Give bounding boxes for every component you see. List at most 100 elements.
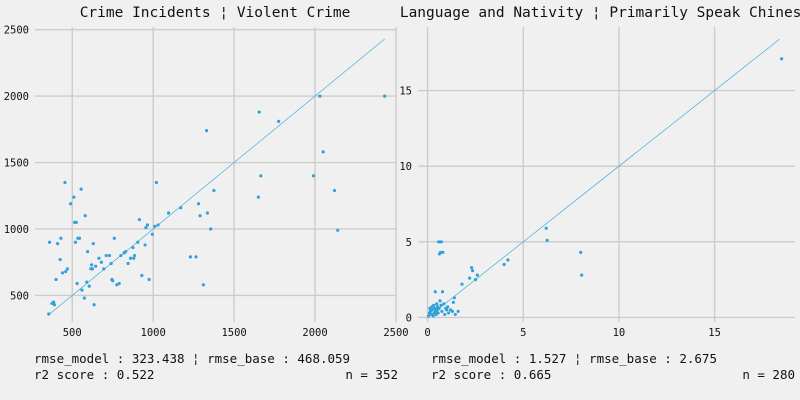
scatter-point bbox=[58, 257, 62, 262]
scatter-point bbox=[115, 283, 119, 287]
rmse-stats: rmse_model : 1.527 ¦ rmse_base : 2.675 bbox=[431, 351, 717, 366]
scatter-point bbox=[204, 129, 209, 133]
scatter-point bbox=[450, 309, 455, 314]
scatter-point bbox=[336, 228, 340, 232]
scatter-point bbox=[209, 227, 213, 231]
scatter-point bbox=[72, 195, 76, 199]
y-tick-label: 2000 bbox=[4, 91, 29, 103]
reference-line bbox=[427, 38, 780, 318]
scatter-point bbox=[436, 311, 440, 315]
scatter-point bbox=[432, 303, 436, 307]
scatter-point bbox=[440, 290, 445, 294]
y-tick-label: 10 bbox=[399, 161, 412, 173]
x-tick-label: 1500 bbox=[221, 327, 246, 339]
scatter-point bbox=[437, 240, 441, 244]
scatter-point bbox=[63, 180, 67, 185]
scatter-point bbox=[132, 256, 136, 260]
scatter-point bbox=[82, 296, 86, 300]
x-tick-label: 5 bbox=[520, 327, 526, 339]
scatter-point bbox=[104, 253, 108, 258]
scatter-point bbox=[205, 211, 210, 215]
scatter-point bbox=[119, 253, 123, 258]
scatter-point bbox=[438, 299, 442, 303]
scatter-point bbox=[256, 195, 260, 199]
scatter-point bbox=[109, 261, 113, 266]
scatter-point bbox=[506, 258, 510, 262]
scatter-point bbox=[453, 312, 457, 317]
scatter-point bbox=[460, 282, 464, 286]
scatter-point bbox=[137, 218, 142, 222]
scatter-point bbox=[179, 206, 183, 210]
scatter-point bbox=[60, 271, 65, 275]
scatter-point bbox=[579, 250, 583, 255]
x-tick-label: 15 bbox=[708, 327, 721, 339]
scatter-point bbox=[124, 249, 128, 254]
scatter-point bbox=[90, 267, 95, 271]
scatter-point bbox=[77, 236, 82, 240]
scatter-point bbox=[439, 303, 443, 307]
scatter-point bbox=[90, 263, 94, 267]
scatter-point bbox=[131, 245, 135, 250]
scatter-point bbox=[107, 253, 112, 258]
scatter-point bbox=[47, 240, 52, 244]
scatter-point bbox=[318, 94, 322, 98]
scatter-point bbox=[166, 211, 171, 215]
scatter-point bbox=[198, 214, 202, 218]
scatter-point bbox=[91, 241, 95, 246]
scatter-point bbox=[147, 277, 151, 282]
scatter-point bbox=[311, 174, 316, 178]
scatter-point bbox=[544, 226, 548, 230]
scatter-point bbox=[443, 312, 447, 317]
y-tick-label: 500 bbox=[10, 290, 29, 302]
chart-title: Crime Incidents ¦ Violent Crime bbox=[80, 5, 351, 21]
scatter-point bbox=[112, 236, 116, 240]
scatter-point bbox=[52, 300, 56, 304]
scatter-point bbox=[80, 288, 84, 292]
r2-score: r2 score : 0.522 bbox=[34, 367, 154, 382]
scatter-point bbox=[440, 309, 444, 314]
scatter-point bbox=[438, 250, 443, 255]
scatter-point bbox=[502, 262, 506, 267]
scatter-point bbox=[468, 276, 472, 280]
scatter-point bbox=[259, 174, 263, 178]
scatter-point bbox=[447, 311, 451, 315]
scatter-point bbox=[79, 187, 83, 191]
scatter-point bbox=[445, 308, 449, 312]
scatter-point bbox=[456, 309, 460, 314]
scatter-point bbox=[156, 223, 160, 227]
scatter-point bbox=[111, 279, 115, 283]
scatter-point bbox=[188, 255, 193, 259]
rmse-stats: rmse_model : 323.438 ¦ rmse_base : 468.0… bbox=[34, 351, 350, 366]
x-tick-label: 2500 bbox=[383, 327, 408, 339]
scatter-point bbox=[780, 57, 784, 61]
scatter-point bbox=[69, 202, 73, 206]
y-tick-label: 15 bbox=[399, 86, 412, 98]
scatter-point bbox=[64, 269, 68, 274]
scatter-point bbox=[86, 249, 90, 254]
scatter-point bbox=[277, 119, 281, 123]
scatter-point bbox=[128, 256, 133, 260]
scatter-point bbox=[144, 226, 148, 230]
chart-title: Language and Nativity ¦ Primarily Speak … bbox=[400, 5, 800, 21]
scatter-point bbox=[431, 314, 435, 318]
scatter-point bbox=[117, 281, 121, 286]
scatter-point bbox=[153, 224, 157, 228]
x-tick-label: 500 bbox=[63, 327, 82, 339]
scatter-point bbox=[441, 250, 445, 255]
scatter-point bbox=[580, 273, 584, 277]
scatter-point bbox=[545, 238, 549, 242]
y-tick-label: 1000 bbox=[4, 224, 29, 236]
x-tick-label: 2000 bbox=[302, 327, 327, 339]
scatter-point bbox=[451, 300, 456, 304]
scatter-point bbox=[433, 306, 437, 310]
sample-count: n = 352 bbox=[345, 367, 398, 382]
chart-panel-crime: Crime Incidents ¦ Violent Crime 500 1000 15… bbox=[4, 5, 409, 382]
x-tick-label: 0 bbox=[424, 327, 430, 339]
sample-count: n = 280 bbox=[742, 367, 795, 382]
scatter-point bbox=[194, 255, 198, 259]
scatter-point bbox=[332, 188, 337, 193]
scatter-point bbox=[439, 240, 443, 244]
scatter-point bbox=[97, 256, 101, 260]
